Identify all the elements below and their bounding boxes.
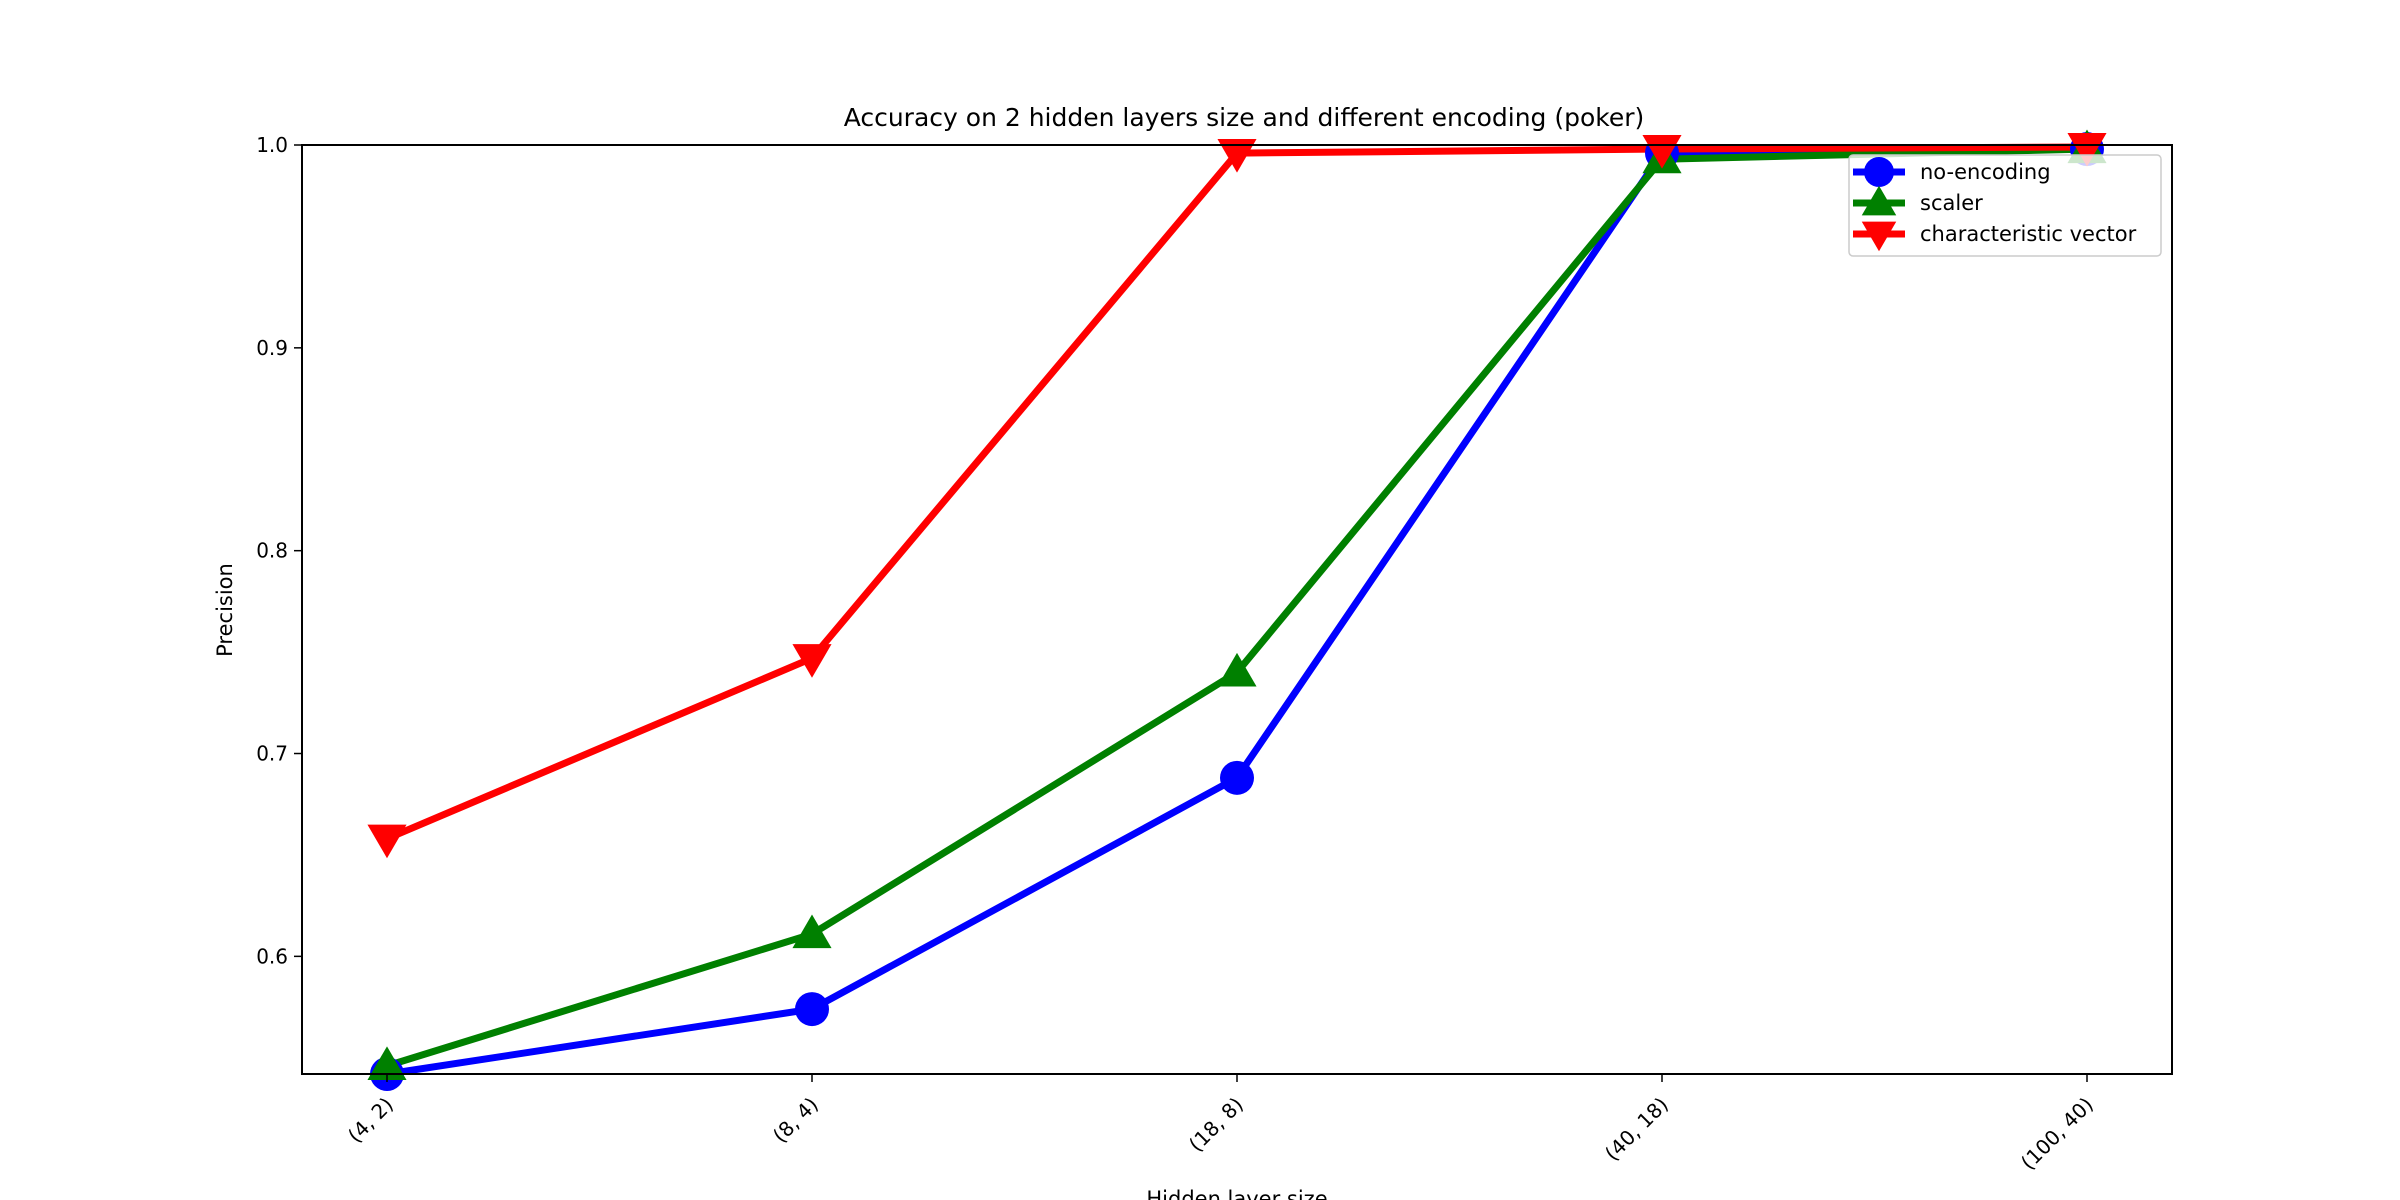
legend-marker <box>1861 185 1897 216</box>
x-tick-label: (18, 8) <box>1184 1092 1248 1156</box>
x-axis: (4, 2) (8, 4) (18, 8) (40, 18) (100, 40) <box>343 1074 2098 1174</box>
y-tick-label: 0.9 <box>256 336 288 360</box>
y-tick-label: 1.0 <box>256 133 288 157</box>
plot-lines <box>382 143 2091 1078</box>
legend-marker <box>1864 157 1894 187</box>
y-tick-label: 0.8 <box>256 539 288 563</box>
x-tick-label: (40, 18) <box>1600 1092 1673 1165</box>
data-point <box>1220 760 1254 795</box>
legend-label: scaler <box>1920 191 1983 215</box>
plot-frame <box>301 144 2173 1075</box>
legend-box <box>1848 154 2162 257</box>
data-point <box>792 644 832 678</box>
legend: no-encoding scaler characteristic vector <box>1848 154 2162 257</box>
x-tick-label: (4, 2) <box>343 1092 398 1147</box>
chart-title: Accuracy on 2 hidden layers size and dif… <box>844 103 1645 132</box>
data-point <box>1642 134 1682 169</box>
x-axis-label: Hidden layer size <box>1146 1187 1327 1200</box>
y-tick-label: 0.7 <box>256 742 288 766</box>
data-point <box>795 992 829 1027</box>
legend-label: characteristic vector <box>1920 222 2137 246</box>
series-line <box>382 143 2091 844</box>
legend-label: no-encoding <box>1920 160 2051 184</box>
y-axis-label: Precision <box>213 563 237 657</box>
data-point <box>367 1046 407 1080</box>
y-tick-label: 0.6 <box>256 944 288 968</box>
plot-markers <box>367 129 2107 1091</box>
data-point <box>792 914 832 949</box>
series-line <box>383 145 2091 1078</box>
x-tick-label: (100, 40) <box>2016 1092 2098 1174</box>
data-point <box>1217 139 1257 173</box>
y-axis: 0.6 0.7 0.8 0.9 1.0 <box>256 133 302 968</box>
data-point <box>2067 132 2107 167</box>
legend-marker <box>1861 221 1897 252</box>
series-line <box>382 145 2091 1071</box>
data-point <box>1217 652 1257 687</box>
x-tick-label: (8, 4) <box>768 1092 823 1147</box>
data-point <box>367 824 407 859</box>
